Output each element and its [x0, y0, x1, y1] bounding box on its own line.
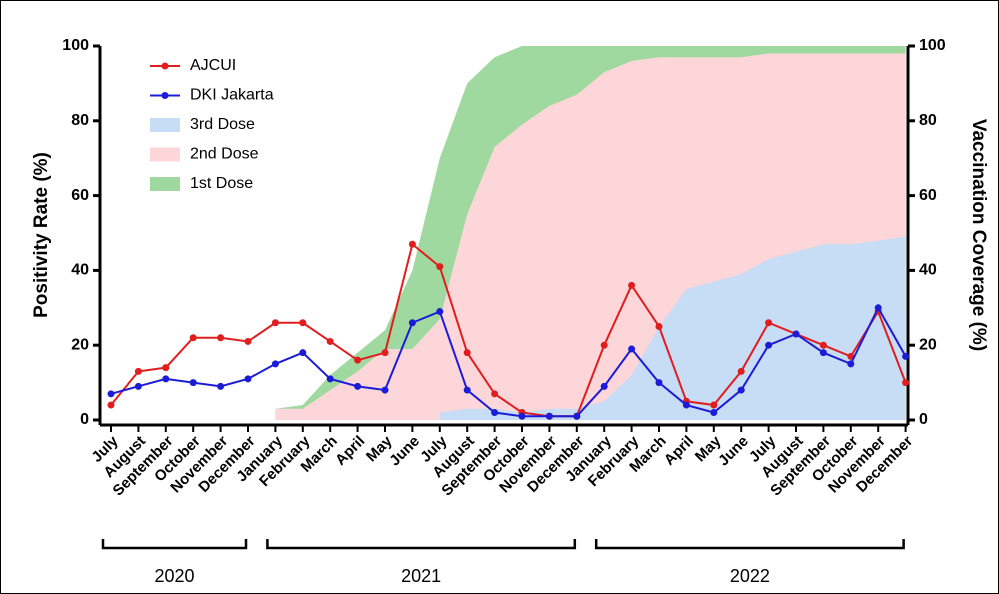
point [491, 390, 499, 398]
point [737, 386, 745, 394]
point [463, 386, 471, 394]
legend-label: 1st Dose [190, 175, 253, 192]
year-label: 2021 [401, 566, 441, 586]
year-bracket [266, 539, 577, 550]
point [600, 341, 608, 349]
point [408, 319, 416, 327]
point [134, 382, 142, 390]
year-bracket [594, 539, 905, 550]
y-tick-label: 80 [71, 112, 89, 129]
point [326, 337, 334, 345]
y-tick-label: 100 [62, 37, 89, 54]
point [244, 337, 252, 345]
y2-tick-label: 80 [919, 112, 937, 129]
point [354, 356, 362, 364]
legend-swatch [150, 177, 180, 191]
y2-axis-label: Vaccination Coverage (%) [968, 119, 989, 351]
point [874, 304, 882, 312]
point [710, 409, 718, 417]
line [110, 305, 907, 418]
y2-tick-label: 20 [919, 336, 937, 353]
point [545, 412, 553, 420]
legend-marker [161, 62, 169, 70]
point [655, 323, 663, 330]
point [902, 379, 910, 387]
point [436, 308, 444, 316]
y2-tick-label: 60 [919, 187, 937, 204]
point [354, 382, 362, 390]
point [819, 349, 827, 357]
point [217, 334, 225, 342]
point [792, 330, 800, 338]
point [217, 382, 225, 390]
point [271, 319, 279, 327]
legend-swatch [150, 147, 180, 162]
legend-swatch [150, 118, 180, 132]
y-axis-label: Positivity Rate (%) [31, 152, 52, 318]
point [765, 319, 773, 327]
point [162, 364, 170, 372]
y-tick-label: 40 [71, 262, 89, 279]
point [819, 341, 827, 349]
point [299, 319, 307, 327]
point [491, 409, 499, 417]
y2-tick-label: 100 [919, 37, 946, 54]
point [655, 379, 663, 387]
area [439, 236, 906, 420]
legend-marker [161, 92, 169, 99]
point [271, 360, 279, 368]
point [107, 401, 115, 409]
point [628, 281, 636, 289]
y2-tick-label: 40 [919, 262, 937, 279]
point [710, 401, 718, 409]
point [436, 263, 444, 271]
point [902, 352, 910, 360]
point [573, 412, 581, 420]
y-tick-label: 60 [71, 187, 89, 204]
year-label: 2020 [154, 566, 194, 586]
point [600, 382, 608, 390]
point [189, 379, 197, 387]
y2-tick-label: 0 [919, 411, 928, 428]
point [847, 360, 855, 368]
point [299, 349, 307, 357]
legend-label: AJCUI [190, 57, 236, 74]
point [463, 349, 471, 357]
year-bracket [101, 539, 248, 550]
point [107, 390, 115, 398]
legend-label: DKI Jakarta [190, 87, 274, 104]
line [110, 242, 907, 418]
legend-label: 3rd Dose [190, 116, 255, 133]
point [162, 375, 170, 383]
point [682, 401, 690, 409]
y-tick-label: 0 [80, 411, 89, 428]
point [134, 367, 142, 375]
legend-label: 2nd Dose [190, 146, 259, 163]
year-label: 2022 [730, 566, 770, 586]
point [628, 345, 636, 353]
point [381, 349, 389, 357]
y-tick-label: 20 [71, 336, 89, 353]
point [518, 412, 526, 420]
point [189, 334, 197, 342]
point [737, 367, 745, 375]
point [408, 240, 416, 248]
point [381, 386, 389, 394]
point [765, 341, 773, 349]
point [244, 375, 252, 383]
point [326, 375, 334, 383]
